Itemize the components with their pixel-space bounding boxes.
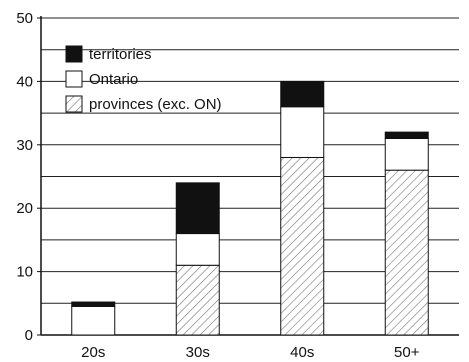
bar-segment: [280, 80, 325, 108]
y-tick-label: 20: [16, 200, 33, 217]
legend-swatch: [65, 70, 83, 88]
bar-segment: [175, 233, 220, 266]
x-tick-labels: 20s 30s 40s 50+: [81, 344, 420, 361]
legend-label: territories: [89, 46, 152, 63]
y-tick-label: 30: [16, 137, 33, 154]
gridlines: [41, 17, 459, 304]
y-tick-label: 40: [16, 73, 33, 90]
bar-segment: [384, 169, 429, 336]
bar-segment: [71, 301, 116, 307]
x-tick-label: 40s: [290, 344, 314, 361]
legend-label: provinces (exc. ON): [89, 96, 222, 113]
bar-segment: [384, 131, 429, 139]
x-tick-label: 50+: [394, 344, 420, 361]
bar-segment: [280, 106, 325, 158]
bar-segment: [280, 156, 325, 336]
legend-swatch: [65, 95, 83, 113]
y-tick-label: 0: [25, 327, 33, 344]
legend-swatch: [65, 45, 83, 63]
legend-label: Ontario: [89, 71, 138, 88]
bar-segment: [175, 264, 220, 336]
bar-segment: [175, 182, 220, 235]
x-tick-label: 20s: [81, 344, 105, 361]
bars: [71, 80, 429, 336]
legend: territories Ontario provinces (exc. ON): [65, 45, 222, 113]
y-tick-label: 10: [16, 264, 33, 281]
x-tick-label: 30s: [186, 344, 210, 361]
y-tick-labels: 0 10 20 30 40 50: [16, 10, 33, 344]
bar-segment: [71, 305, 116, 336]
y-tick-label: 50: [16, 10, 33, 27]
bar-segment: [384, 137, 429, 171]
